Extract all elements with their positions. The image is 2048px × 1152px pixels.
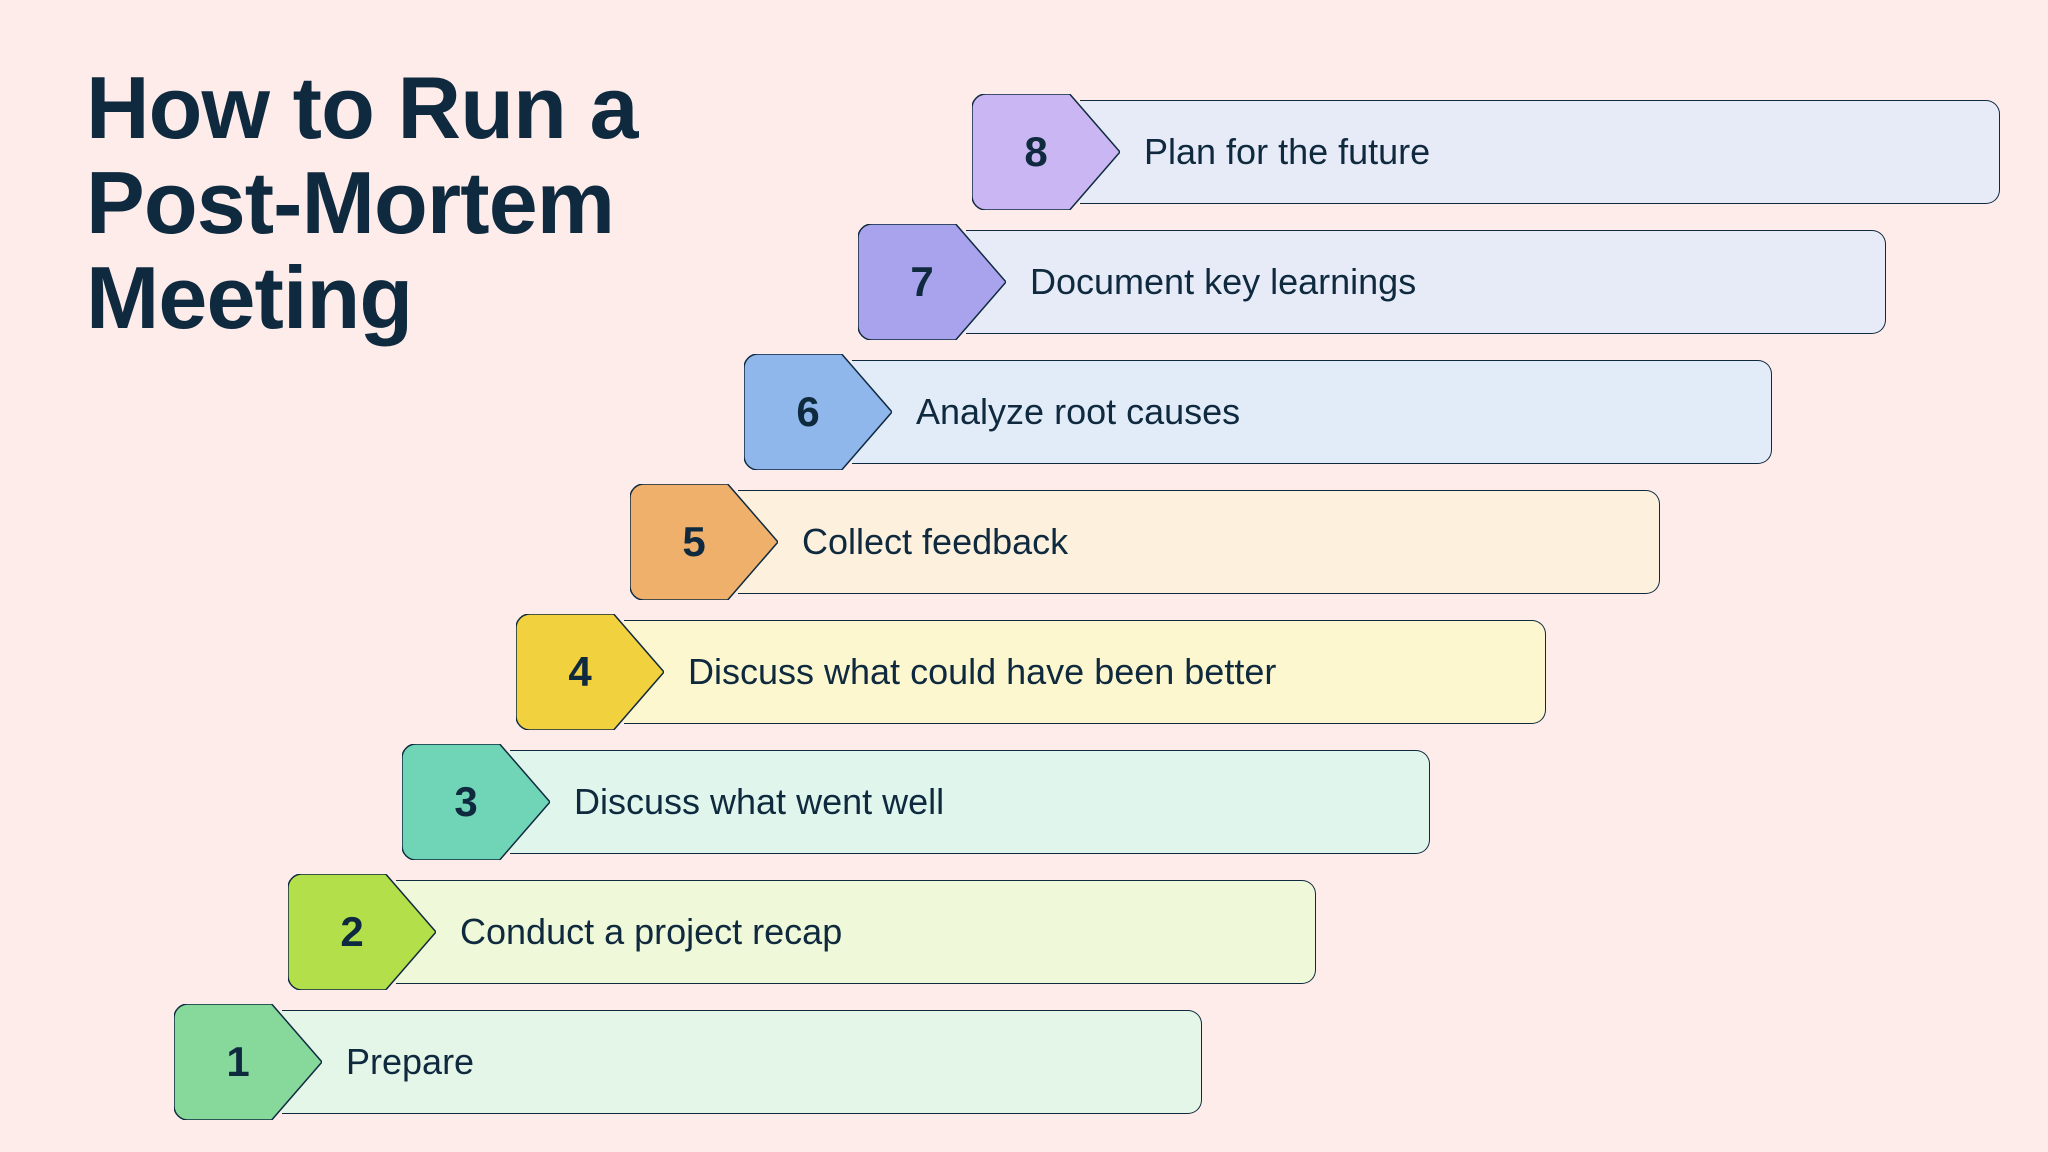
step-bar: Collect feedback: [738, 490, 1660, 594]
step-label: Discuss what went well: [574, 781, 944, 823]
step-badge: 5: [630, 484, 778, 600]
step-number: 8: [1024, 128, 1047, 176]
step-label: Conduct a project recap: [460, 911, 842, 953]
step-bar: Discuss what could have been better: [624, 620, 1546, 724]
step-badge: 3: [402, 744, 550, 860]
step-badge: 4: [516, 614, 664, 730]
step-badge: 6: [744, 354, 892, 470]
step-badge: 1: [174, 1004, 322, 1120]
step-label: Discuss what could have been better: [688, 651, 1276, 693]
page-title: How to Run a Post-Mortem Meeting: [86, 60, 846, 345]
step-bar: Prepare: [282, 1010, 1202, 1114]
step-badge: 2: [288, 874, 436, 990]
step-bar: Conduct a project recap: [396, 880, 1316, 984]
step-number: 1: [226, 1038, 249, 1086]
step-label: Document key learnings: [1030, 261, 1416, 303]
step-bar: Plan for the future: [1080, 100, 2000, 204]
step-number: 5: [682, 518, 705, 566]
step-label: Prepare: [346, 1041, 474, 1083]
step-label: Collect feedback: [802, 521, 1068, 563]
step-number: 2: [340, 908, 363, 956]
step-number: 4: [568, 648, 591, 696]
step-bar: Analyze root causes: [852, 360, 1772, 464]
step-bar: Discuss what went well: [510, 750, 1430, 854]
step-badge: 7: [858, 224, 1006, 340]
step-number: 6: [796, 388, 819, 436]
step-label: Analyze root causes: [916, 391, 1240, 433]
step-bar: Document key learnings: [966, 230, 1886, 334]
step-number: 3: [454, 778, 477, 826]
step-label: Plan for the future: [1144, 131, 1430, 173]
step-number: 7: [910, 258, 933, 306]
step-badge: 8: [972, 94, 1120, 210]
